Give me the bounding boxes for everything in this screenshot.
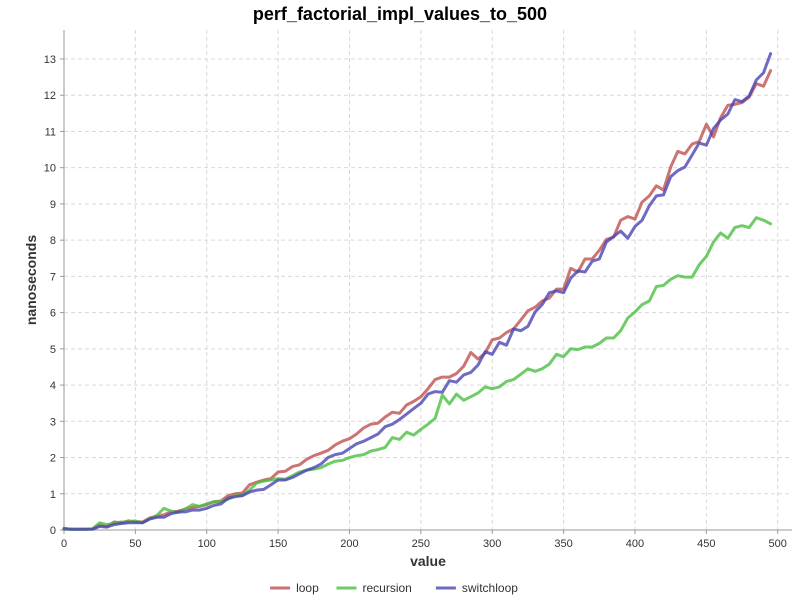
x-tick-label: 150: [269, 538, 287, 550]
y-tick-label: 6: [50, 308, 56, 320]
x-tick-label: 0: [61, 538, 67, 550]
series-line-switchloop: [62, 52, 773, 531]
x-axis-title: value: [410, 553, 446, 569]
x-tick-label: 300: [483, 538, 501, 550]
x-tick-label: 500: [769, 538, 787, 550]
y-tick-label: 0: [50, 525, 56, 537]
y-tick-label: 2: [50, 453, 56, 465]
x-tick-label: 450: [697, 538, 715, 550]
y-tick-label: 7: [50, 271, 56, 283]
y-tick-label: 13: [44, 54, 56, 66]
legend-label: switchloop: [462, 581, 518, 595]
series-line-recursion: [62, 216, 773, 531]
x-tick-label: 350: [554, 538, 572, 550]
legend-item-recursion: recursion: [336, 581, 412, 595]
series-line-loop: [62, 69, 773, 531]
y-axis-title: nanoseconds: [23, 235, 39, 325]
x-tick-label: 200: [340, 538, 358, 550]
legend: loop recursion switchloop: [270, 581, 518, 595]
y-tick-label: 3: [50, 416, 56, 428]
grid: [63, 30, 792, 531]
series-lines: [62, 52, 773, 531]
y-tick-label: 11: [45, 126, 56, 138]
x-tick-label: 50: [129, 538, 141, 550]
y-tick-label: 5: [50, 344, 56, 356]
y-tick-label: 9: [50, 199, 56, 211]
legend-item-loop: loop: [270, 581, 319, 595]
legend-label: recursion: [363, 581, 412, 595]
y-tick-label: 10: [44, 163, 56, 175]
y-tick-label: 1: [50, 489, 56, 501]
x-tick-label: 400: [626, 538, 644, 550]
legend-label: loop: [296, 581, 319, 595]
x-tick-label: 100: [198, 538, 216, 550]
y-tick-label: 4: [50, 380, 56, 392]
axes: 0 50 100 150 200 250 300 350 400 450 5000123456789…: [44, 30, 792, 550]
legend-item-switchloop: switchloop: [435, 581, 518, 595]
chart-title: perf_factorial_impl_values_to_500: [253, 4, 547, 24]
y-tick-label: 12: [44, 90, 56, 102]
x-tick-label: 250: [412, 538, 430, 550]
y-tick-label: 8: [50, 235, 56, 247]
